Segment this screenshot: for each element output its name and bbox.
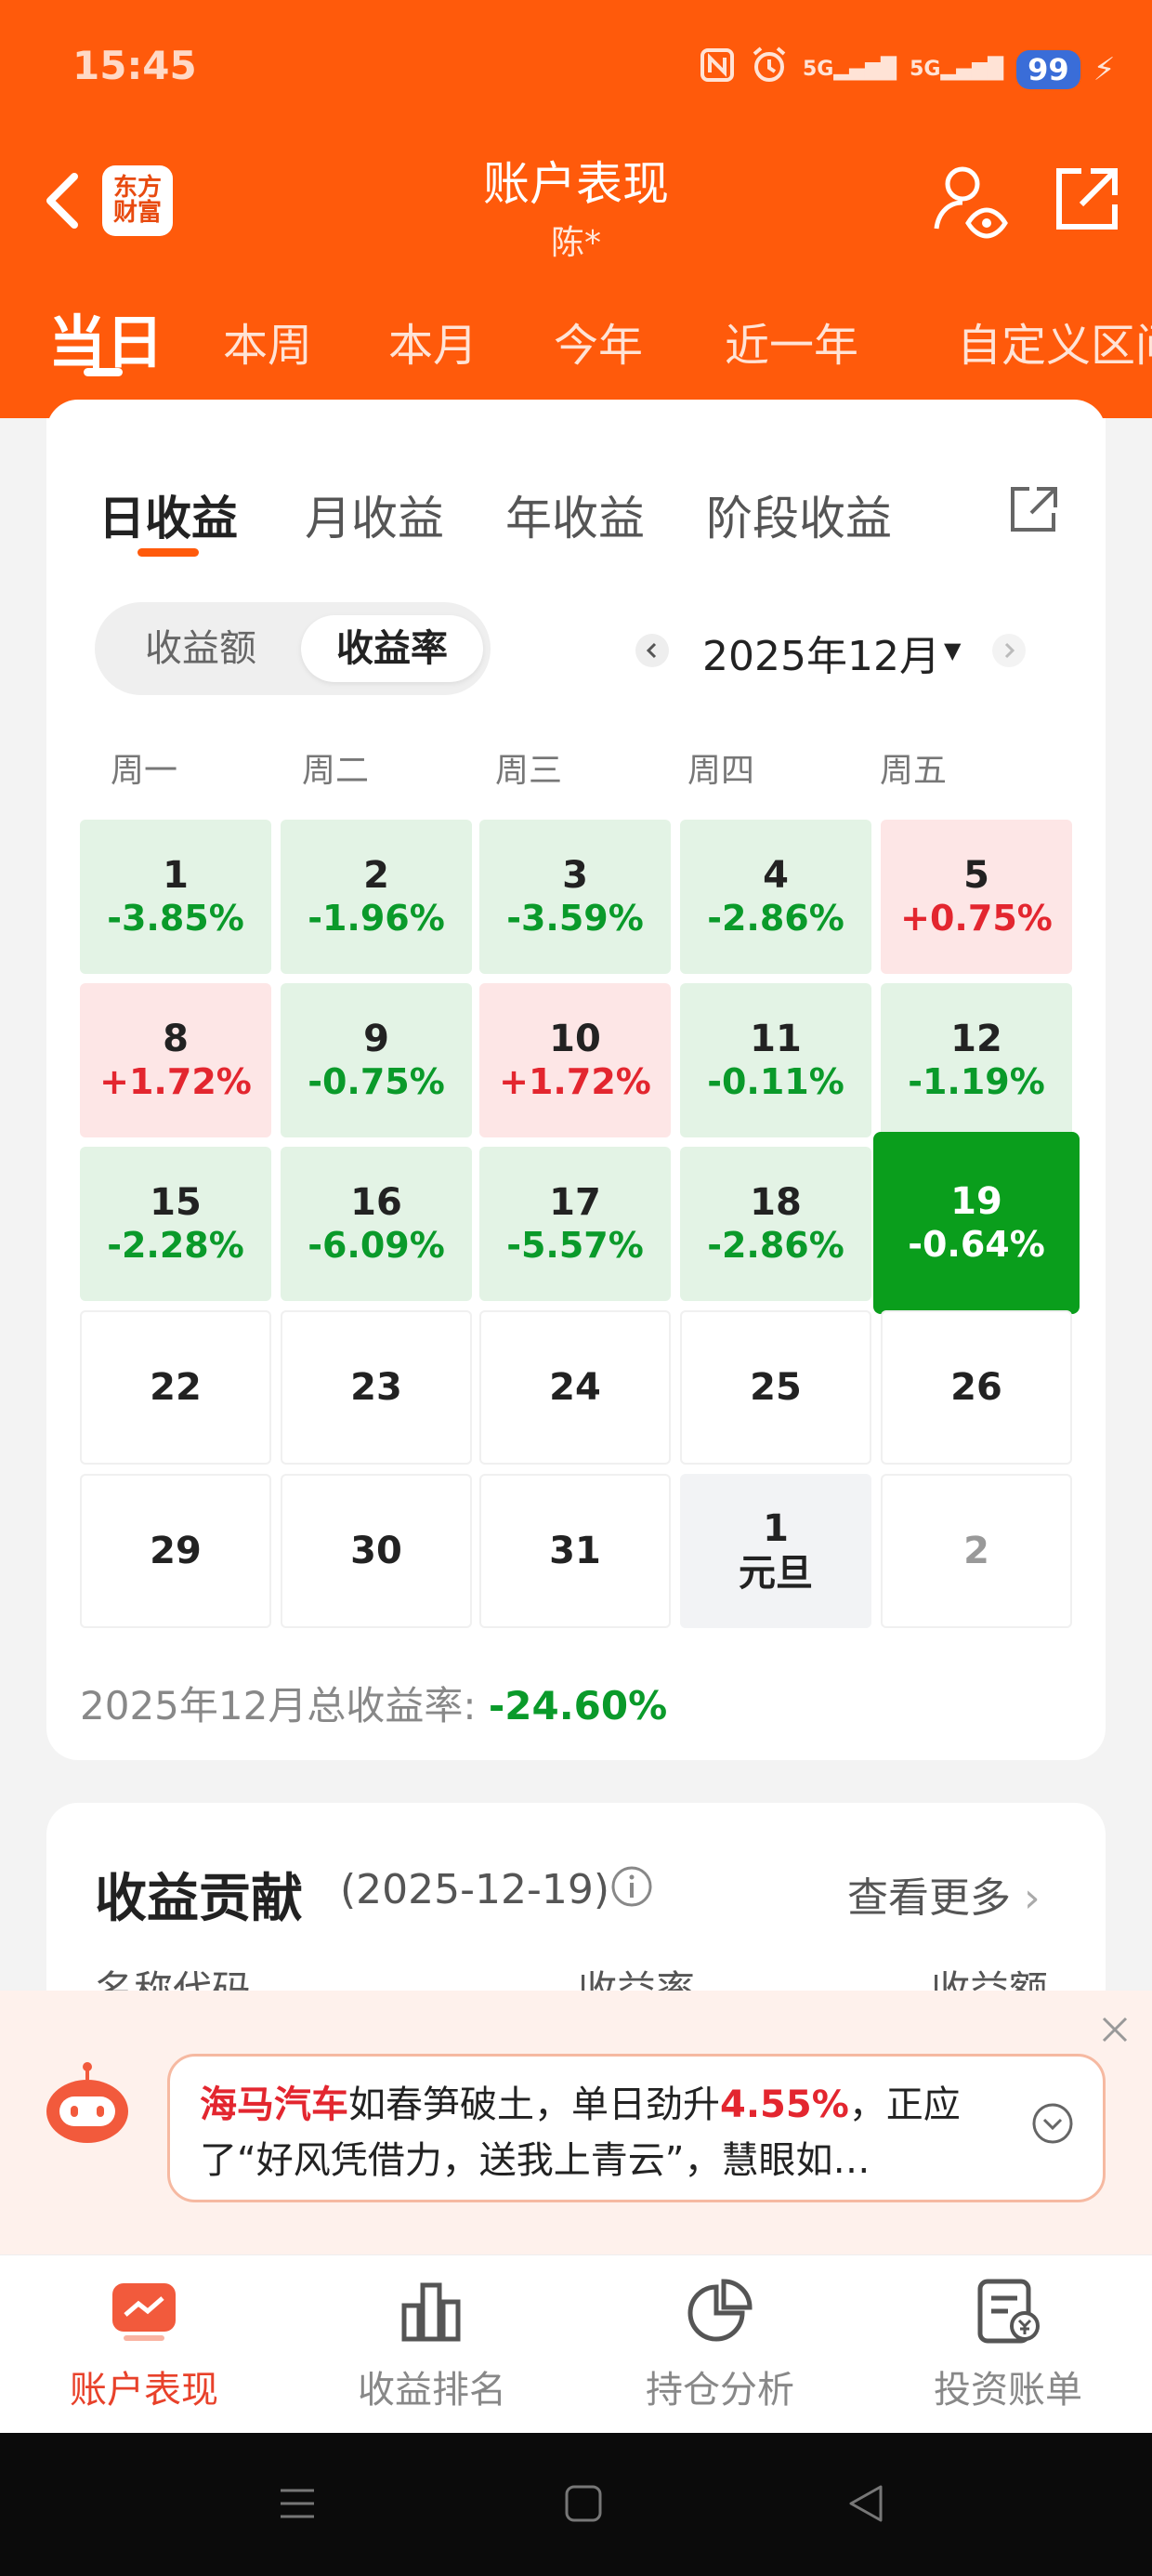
sub-tab-daily[interactable]: 日收益 <box>98 492 238 545</box>
calendar-day[interactable]: 18 -2.86% <box>680 1147 871 1301</box>
nav-return-ranking[interactable]: 收益排名 <box>288 2274 576 2413</box>
calendar-day[interactable]: 22 <box>80 1310 271 1465</box>
range-tab-today[interactable]: 当日 <box>48 309 164 376</box>
month-total-value: -24.60% <box>488 1683 668 1728</box>
daily-return-card: 日收益 月收益 年收益 阶段收益 收益额 收益率 2025年12月 ▼ 周一 周… <box>46 418 1106 1760</box>
calendar-day[interactable]: 16 -6.09% <box>281 1147 472 1301</box>
brand-logo: 东方 财富 <box>102 165 173 236</box>
range-tab-last-year[interactable]: 近一年 <box>725 320 859 372</box>
calendar-day[interactable]: 1 -3.85% <box>80 820 271 974</box>
page-title: 账户表现 <box>483 157 669 211</box>
ai-insight-banner: 海马汽车如春笋破土，单日劲升4.55%，正应了“好风凭借力，送我上青云”，慧眼如… <box>0 1991 1152 2254</box>
range-tab-month[interactable]: 本月 <box>388 320 478 372</box>
see-more-link[interactable]: 查看更多 › <box>847 1874 1041 1922</box>
calendar-day[interactable]: 10 +1.72% <box>479 983 671 1137</box>
month-total-return: 2025年12月总收益率: -24.60% <box>80 1683 668 1728</box>
nav-holding-analysis[interactable]: 持仓分析 <box>576 2274 864 2413</box>
contribution-date: (2025-12-19) <box>340 1866 610 1913</box>
info-icon[interactable] <box>609 1864 654 1909</box>
status-icons: 5G▂▄▆█ 5G▂▄▆█ 99 ⚡ <box>699 45 1116 94</box>
range-tab-week[interactable]: 本周 <box>223 320 313 372</box>
weekday-fri: 周五 <box>879 752 947 790</box>
contribution-title: 收益贡献 <box>95 1869 303 1929</box>
month-prev-button[interactable] <box>635 634 669 667</box>
calendar-day[interactable]: 11 -0.11% <box>680 983 871 1137</box>
nav-account-performance[interactable]: 账户表现 <box>0 2274 288 2413</box>
calendar-day[interactable]: 24 <box>479 1310 671 1465</box>
range-tab-indicator <box>84 368 123 376</box>
signal-5g-icon: 5G▂▄▆█ <box>803 57 897 81</box>
calendar-day-next-month[interactable]: 2 <box>881 1474 1072 1628</box>
sub-tab-yearly[interactable]: 年收益 <box>505 492 645 545</box>
calendar-day[interactable]: 12 -1.19% <box>881 983 1072 1137</box>
close-icon[interactable] <box>1100 2015 1130 2044</box>
calendar-day[interactable]: 2 -1.96% <box>281 820 472 974</box>
sub-tab-period[interactable]: 阶段收益 <box>706 492 892 545</box>
calendar-day[interactable]: 30 <box>281 1474 472 1628</box>
calendar-day[interactable]: 9 -0.75% <box>281 983 472 1137</box>
sub-tab-monthly[interactable]: 月收益 <box>305 492 444 545</box>
month-next-button[interactable] <box>992 634 1026 667</box>
calendar-day-selected[interactable]: 19 -0.64% <box>873 1132 1080 1314</box>
toggle-rate[interactable]: 收益率 <box>301 615 483 682</box>
expand-chevron-icon[interactable] <box>1030 2101 1075 2146</box>
calendar-day-holiday[interactable]: 1 元旦 <box>680 1474 871 1628</box>
ai-message-bubble[interactable]: 海马汽车如春笋破土，单日劲升4.55%，正应了“好风凭借力，送我上青云”，慧眼如… <box>167 2054 1106 2202</box>
bill-icon <box>971 2274 1045 2348</box>
calendar-day[interactable]: 5 +0.75% <box>881 820 1072 974</box>
calendar-day[interactable]: 31 <box>479 1474 671 1628</box>
card-share-icon[interactable] <box>1005 480 1063 537</box>
calendar-day[interactable]: 8 +1.72% <box>80 983 271 1137</box>
system-navigation-bar <box>0 2433 1152 2576</box>
weekday-wed: 周三 <box>494 752 562 790</box>
weekday-thu: 周四 <box>687 752 754 790</box>
back-button[interactable] <box>35 164 91 238</box>
alarm-icon <box>749 45 790 94</box>
toggle-amount[interactable]: 收益额 <box>145 627 256 670</box>
signal-5g-icon-2: 5G▂▄▆█ <box>910 57 1004 81</box>
calendar-day[interactable]: 4 -2.86% <box>680 820 871 974</box>
menu-icon[interactable] <box>275 2481 320 2530</box>
chevron-right-icon: › <box>1024 1874 1041 1922</box>
ai-message-text: 海马汽车如春笋破土，单日劲升4.55%，正应了“好风凭借力，送我上青云”，慧眼如… <box>200 2083 961 2182</box>
calendar-day[interactable]: 26 <box>881 1310 1072 1465</box>
pie-chart-icon <box>683 2274 757 2348</box>
nfc-icon <box>699 46 736 92</box>
bar-chart-icon <box>395 2274 469 2348</box>
caret-down-icon[interactable]: ▼ <box>944 637 962 664</box>
range-tab-custom[interactable]: 自定义区间 <box>957 320 1152 372</box>
holiday-label: 元旦 <box>739 1552 813 1595</box>
nav-investment-bill[interactable]: 投资账单 <box>864 2274 1152 2413</box>
performance-chart-icon <box>107 2274 181 2348</box>
weekday-tue: 周二 <box>301 752 369 790</box>
account-name: 陈* <box>550 224 601 262</box>
calendar-day[interactable]: 25 <box>680 1310 871 1465</box>
robot-assistant-icon[interactable] <box>41 2059 134 2152</box>
calendar-day[interactable]: 17 -5.57% <box>479 1147 671 1301</box>
range-tabs: 当日 本周 本月 今年 近一年 自定义区间 <box>0 288 1152 390</box>
battery-level: 99 <box>1016 49 1080 89</box>
calendar-day[interactable]: 29 <box>80 1474 271 1628</box>
status-time: 15:45 <box>72 43 197 88</box>
privacy-eye-icon[interactable] <box>929 160 1013 243</box>
charging-icon: ⚡ <box>1093 50 1116 88</box>
calendar-day[interactable]: 15 -2.28% <box>80 1147 271 1301</box>
home-icon[interactable] <box>561 2481 606 2530</box>
range-tab-year[interactable]: 今年 <box>554 320 644 372</box>
metric-toggle: 收益额 收益率 <box>95 602 491 695</box>
calendar-day[interactable]: 23 <box>281 1310 472 1465</box>
sub-tab-indicator <box>137 548 199 557</box>
calendar-day[interactable]: 3 -3.59% <box>479 820 671 974</box>
app-header: 15:45 5G▂▄▆█ 5G▂▄▆█ 99 ⚡ 东方 财富 账户表现 陈* 当… <box>0 0 1152 418</box>
back-nav-icon[interactable] <box>844 2481 888 2530</box>
weekday-mon: 周一 <box>110 752 177 790</box>
month-selector[interactable]: 2025年12月 <box>702 633 940 680</box>
bottom-nav: 账户表现 收益排名 持仓分析 投资账单 <box>0 2254 1152 2434</box>
share-icon[interactable] <box>1048 162 1124 238</box>
